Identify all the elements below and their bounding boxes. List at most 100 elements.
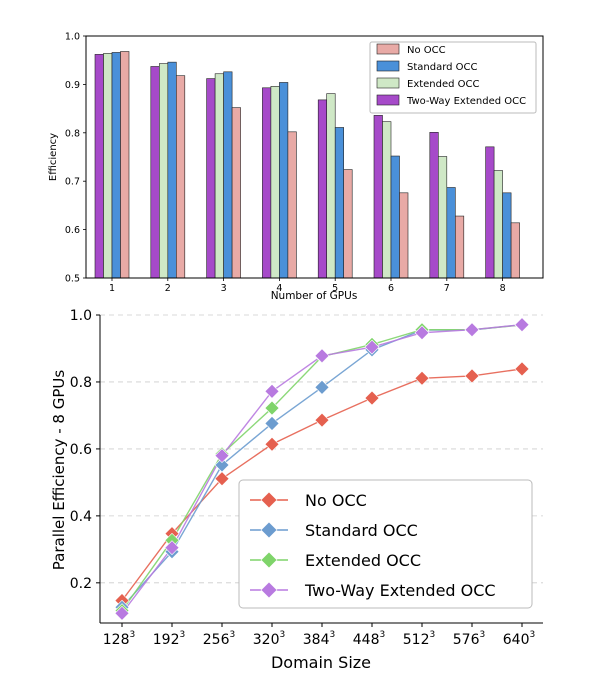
- legend-label-no-occ: No OCC: [305, 491, 367, 510]
- x-tick-label: 3843: [303, 630, 335, 648]
- legend-label-no-occ: No OCC: [407, 45, 446, 56]
- point-no-occ-512: [414, 370, 430, 386]
- legend-marker-no-occ: [260, 491, 278, 509]
- point-two-way-extended-occ-640: [514, 317, 530, 333]
- x-tick-label: 4: [276, 283, 282, 294]
- x-tick-label: 5: [332, 283, 338, 294]
- y-tick-label: 0.4: [70, 509, 92, 525]
- bar-two-way-extended-occ-5: [317, 99, 328, 279]
- bar-extended-occ-1: [103, 53, 113, 279]
- x-axis-ticks: 1 2 3 4 5 6 7 8: [109, 278, 506, 294]
- legend-label-extended-occ: Extended OCC: [305, 551, 421, 570]
- legend-label-two-way-extended-occ: Two-Way Extended OCC: [304, 581, 496, 600]
- bar-extended-occ-8: [493, 170, 503, 279]
- point-two-way-extended-occ-128: [114, 605, 130, 621]
- y-tick-label: 0.8: [70, 375, 92, 391]
- legend-swatch-extended-occ: [376, 77, 400, 89]
- y-tick-label: 0.9: [65, 80, 80, 91]
- legend-label-standard-occ: Standard OCC: [305, 521, 418, 540]
- bar-standard-occ-4: [279, 82, 289, 279]
- y-axis-ticks: 0.5 0.6 0.7 0.8 0.9 1.0: [65, 32, 86, 285]
- point-no-occ-640: [514, 361, 530, 377]
- bar-extended-occ-5: [326, 93, 336, 279]
- point-two-way-extended-occ-448: [364, 339, 380, 355]
- legend-swatch-two-way-extended-occ: [376, 94, 400, 106]
- y-tick-label: 0.6: [70, 442, 92, 458]
- legend-label-extended-occ: Extended OCC: [407, 79, 480, 90]
- bar-no-occ-3: [231, 107, 241, 279]
- point-no-occ-256: [214, 471, 230, 487]
- x-tick-label: 4483: [353, 630, 385, 648]
- bar-extended-occ-7: [437, 156, 448, 279]
- bar-two-way-extended-occ-2: [150, 66, 160, 279]
- y-axis-ticks: 0.2 0.4 0.6 0.8 1.0: [70, 308, 100, 592]
- y-axis-label: Efficiency: [48, 133, 59, 181]
- legend: No OCC Standard OCC Extended OCC Two-Way Ex…: [369, 41, 537, 114]
- bar-two-way-extended-occ-1: [94, 54, 104, 279]
- bar-two-way-extended-occ-8: [485, 146, 495, 279]
- x-tick-label: 6: [388, 283, 394, 294]
- x-tick-label: 1283: [103, 630, 135, 648]
- bar-no-occ-2: [176, 75, 186, 279]
- y-tick-label: 0.6: [65, 225, 80, 236]
- legend-marker-two-way-extended-occ: [260, 581, 278, 599]
- bar-extended-occ-6: [382, 121, 392, 279]
- x-axis-label: Number of GPUs: [271, 290, 358, 300]
- legend-marker-extended-occ: [260, 551, 278, 569]
- plot-frame: [85, 35, 544, 279]
- bar-chart-efficiency: 0.5 0.6 0.7 0.8 0.9 1.0 1 2 3 4 5 6 7 8 Number of GP…: [48, 32, 544, 300]
- x-tick-label: 1923: [153, 630, 185, 648]
- point-standard-occ-320: [264, 416, 280, 431]
- bar-no-occ-5: [343, 169, 353, 279]
- x-axis-ticks: 1283 1923 2563 3203 3843 4483 5123 5763 6403: [103, 623, 535, 648]
- bar-no-occ-6: [399, 192, 409, 279]
- point-two-way-extended-occ-384: [314, 348, 330, 364]
- y-tick-label: 0.7: [65, 177, 80, 188]
- point-two-way-extended-occ-320: [264, 383, 280, 399]
- x-tick-label: 8: [500, 283, 506, 294]
- x-tick-label: 7: [444, 283, 450, 294]
- bar-no-occ-8: [510, 222, 520, 279]
- line-chart-parallel-efficiency: 0.2 0.4 0.6 0.8 1.0 1283 1923 2563 3203 3843 4483…: [50, 308, 543, 672]
- bar-extended-occ-2: [159, 63, 169, 279]
- x-tick-label: 3: [221, 283, 227, 294]
- bar-two-way-extended-occ-7: [429, 132, 439, 279]
- point-standard-occ-384: [314, 379, 330, 395]
- y-tick-label: 1.0: [70, 308, 92, 324]
- x-tick-label: 5123: [403, 630, 435, 648]
- bar-two-way-extended-occ-4: [262, 87, 272, 279]
- bar-standard-occ-2: [167, 61, 177, 279]
- y-tick-label: 1.0: [65, 32, 80, 43]
- x-tick-label: 3203: [253, 630, 285, 648]
- y-tick-label: 0.8: [65, 128, 80, 139]
- y-tick-label: 0.2: [70, 576, 92, 592]
- x-tick-label: 1: [109, 283, 115, 294]
- legend: No OCC Standard OCC Extended OCC Two-Way Ex…: [238, 479, 533, 609]
- point-no-occ-320: [264, 436, 280, 452]
- bar-standard-occ-1: [111, 52, 121, 279]
- bar-group: [94, 51, 520, 279]
- point-no-occ-576: [464, 368, 480, 384]
- bar-no-occ-4: [287, 131, 297, 279]
- point-standard-occ-256: [214, 457, 230, 473]
- legend-swatch-no-occ: [376, 43, 400, 55]
- bar-standard-occ-6: [390, 155, 400, 279]
- bar-two-way-extended-occ-3: [206, 78, 216, 279]
- point-extended-occ-320: [264, 400, 280, 416]
- y-axis-label: Parallel Efficiency - 8 GPUs: [50, 370, 68, 571]
- x-tick-label: 2563: [203, 630, 235, 648]
- point-no-occ-384: [314, 412, 330, 428]
- point-two-way-extended-occ-192: [164, 540, 180, 556]
- x-axis-label: Domain Size: [271, 653, 371, 672]
- bar-no-occ-7: [454, 215, 465, 279]
- legend-label-two-way-extended-occ: Two-Way Extended OCC: [406, 96, 526, 107]
- y-tick-label: 0.5: [65, 274, 80, 285]
- bar-standard-occ-5: [334, 127, 345, 279]
- bar-standard-occ-7: [446, 187, 456, 279]
- bar-two-way-extended-occ-6: [373, 115, 383, 279]
- bar-no-occ-1: [120, 51, 130, 279]
- point-two-way-extended-occ-256: [214, 448, 230, 464]
- bar-extended-occ-4: [270, 86, 280, 279]
- bar-standard-occ-3: [223, 71, 233, 279]
- bar-standard-occ-8: [502, 192, 512, 279]
